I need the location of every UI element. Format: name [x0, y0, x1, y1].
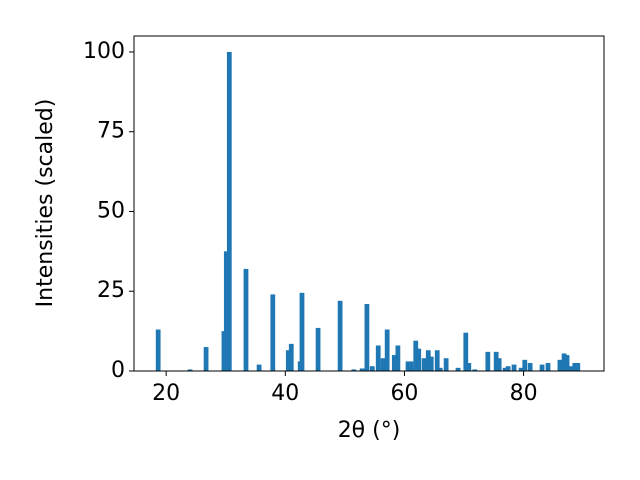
bar: [288, 343, 294, 371]
bar: [408, 361, 414, 371]
bar: [539, 364, 545, 371]
bar: [270, 294, 276, 371]
x-tick-label: 40: [271, 381, 299, 406]
bar: [395, 345, 401, 371]
bar: [545, 363, 551, 371]
bar: [337, 300, 343, 371]
bar: [485, 351, 491, 371]
bar: [359, 368, 365, 371]
plot-frame: [133, 35, 605, 372]
bar: [425, 350, 431, 371]
x-tick-label: 80: [510, 381, 538, 406]
bar: [437, 367, 443, 371]
bar: [502, 367, 508, 371]
y-tick-label: 0: [111, 358, 125, 383]
bar: [380, 358, 386, 371]
bar: [472, 369, 478, 371]
x-tick-label: 60: [390, 381, 418, 406]
bar: [518, 367, 524, 371]
y-tick-label: 25: [97, 278, 125, 303]
bar: [421, 358, 427, 371]
bar: [572, 363, 578, 371]
y-tick-label: 50: [97, 198, 125, 223]
bar: [496, 358, 502, 371]
bar: [416, 348, 422, 371]
bar: [243, 268, 249, 371]
y-tick-label: 100: [83, 39, 125, 64]
bar: [384, 329, 390, 371]
bar: [561, 353, 567, 371]
bar: [527, 363, 533, 371]
bar: [455, 367, 461, 371]
bar: [505, 366, 511, 371]
bar: [557, 359, 563, 371]
bar: [434, 350, 440, 371]
y-axis-label: Intensities (scaled): [33, 99, 58, 308]
bar: [493, 351, 499, 371]
bar: [522, 359, 528, 371]
bar: [391, 355, 397, 371]
bar: [155, 329, 161, 371]
bar: [575, 363, 581, 371]
bar: [443, 358, 449, 371]
bar: [428, 356, 434, 371]
bar: [369, 366, 375, 371]
bar: [285, 350, 291, 371]
y-tick-label: 75: [97, 119, 125, 144]
bar: [299, 292, 305, 371]
bar: [226, 51, 232, 371]
bar: [351, 369, 357, 371]
bar: [413, 340, 419, 371]
bar: [375, 345, 381, 371]
bar: [364, 304, 370, 371]
bar: [463, 332, 469, 371]
x-axis-label: 2θ (°): [338, 418, 401, 443]
bar: [315, 327, 321, 371]
bar: [405, 361, 411, 371]
bar: [256, 364, 262, 371]
bar: [187, 369, 193, 371]
bar: [568, 366, 574, 371]
bar: [466, 363, 472, 371]
bar: [564, 355, 570, 371]
bar: [223, 251, 229, 371]
bar: [511, 364, 517, 371]
bar: [203, 347, 209, 371]
x-tick-label: 20: [152, 381, 180, 406]
